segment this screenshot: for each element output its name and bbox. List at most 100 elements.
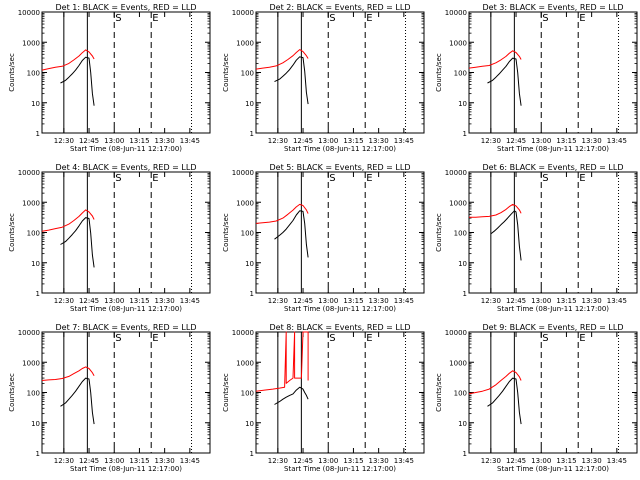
- y-tick-label: 10000: [18, 329, 40, 337]
- chart-panel-8: Det 8: BLACK = Events, RED = LLD Counts/s…: [222, 323, 425, 473]
- x-tick-label: 13:30: [582, 297, 602, 305]
- x-tick-label: 12:45: [293, 457, 313, 465]
- lld-series-line: [468, 50, 522, 69]
- y-tick-label: 10000: [445, 329, 467, 337]
- x-tick-label: 13:45: [394, 457, 414, 465]
- x-tick-label: 13:30: [582, 457, 602, 465]
- x-tick-label: 13:00: [104, 457, 124, 465]
- x-tick-label: 13:45: [607, 137, 627, 145]
- x-tick-label: 13:45: [607, 297, 627, 305]
- plot-frame: [255, 11, 425, 134]
- y-tick-label: 1: [36, 450, 40, 458]
- chart-panel-1: Det 1: BLACK = Events, RED = LLD Counts/s…: [8, 3, 211, 153]
- marker-letter-E: E: [579, 13, 585, 24]
- chart-panel-4: Det 4: BLACK = Events, RED = LLD Counts/s…: [8, 163, 211, 313]
- x-tick-label: 13:30: [155, 457, 175, 465]
- x-tick-label: 13:45: [394, 137, 414, 145]
- y-tick-label: 10: [31, 100, 40, 108]
- y-tick-label: 10000: [18, 169, 40, 177]
- chart-panel-5: Det 5: BLACK = Events, RED = LLD Counts/s…: [222, 163, 425, 313]
- y-axis-label: Counts/sec: [435, 373, 443, 412]
- chart-title: Det 5: BLACK = Events, RED = LLD: [270, 163, 411, 172]
- marker-letter-S: S: [329, 13, 335, 24]
- lld-series-line: [469, 203, 522, 218]
- x-tick-label: 13:15: [129, 457, 149, 465]
- marker-letter-E: E: [366, 173, 372, 184]
- y-tick-label: 1000: [236, 39, 254, 47]
- y-tick-label: 10: [245, 260, 254, 268]
- chart-title: Det 4: BLACK = Events, RED = LLD: [56, 163, 197, 172]
- x-tick-label: 13:45: [180, 457, 200, 465]
- chart-title: Det 7: BLACK = Events, RED = LLD: [56, 323, 197, 332]
- chart-panel-9: Det 9: BLACK = Events, RED = LLD Counts/s…: [435, 323, 638, 473]
- x-tick-label: 12:30: [268, 297, 288, 305]
- y-tick-label: 1000: [22, 359, 40, 367]
- x-tick-label: 12:45: [506, 457, 526, 465]
- y-tick-label: 1000: [22, 199, 40, 207]
- x-tick-label: 13:45: [394, 297, 414, 305]
- events-series-line: [60, 217, 95, 268]
- plot-frame: [41, 331, 211, 454]
- x-tick-label: 13:00: [531, 137, 551, 145]
- marker-letter-E: E: [152, 173, 158, 184]
- y-tick-label: 10000: [445, 9, 467, 17]
- y-tick-label: 10000: [232, 329, 254, 337]
- y-tick-label: 100: [27, 70, 40, 78]
- y-tick-label: 10: [31, 420, 40, 428]
- lld-series-line: [255, 203, 309, 224]
- chart-title: Det 3: BLACK = Events, RED = LLD: [483, 3, 624, 12]
- x-tick-label: 13:30: [369, 297, 389, 305]
- x-tick-label: 12:45: [79, 137, 99, 145]
- x-tick-label: 13:15: [343, 297, 363, 305]
- marker-letter-S: S: [542, 173, 548, 184]
- y-tick-label: 100: [241, 390, 254, 398]
- marker-letter-S: S: [115, 173, 121, 184]
- x-tick-label: 13:30: [369, 457, 389, 465]
- x-tick-label: 13:15: [556, 137, 576, 145]
- x-axis-label: Start Time (08-Jun-11 12:17:00): [70, 305, 182, 313]
- y-tick-label: 10000: [445, 169, 467, 177]
- y-tick-label: 1000: [236, 359, 254, 367]
- marker-letter-S: S: [115, 333, 121, 344]
- events-series-line: [274, 210, 309, 258]
- marker-letter-E: E: [366, 333, 372, 344]
- x-axis-label: Start Time (08-Jun-11 12:17:00): [284, 145, 396, 153]
- x-tick-label: 13:15: [556, 297, 576, 305]
- y-tick-label: 10000: [232, 169, 254, 177]
- x-tick-label: 12:30: [481, 457, 501, 465]
- x-axis-label: Start Time (08-Jun-11 12:17:00): [70, 145, 182, 153]
- x-tick-label: 12:30: [54, 457, 74, 465]
- x-tick-label: 12:30: [481, 137, 501, 145]
- y-tick-label: 10: [245, 420, 254, 428]
- y-tick-label: 10: [245, 100, 254, 108]
- marker-letter-E: E: [152, 333, 158, 344]
- y-tick-label: 1000: [449, 199, 467, 207]
- chart-title: Det 1: BLACK = Events, RED = LLD: [56, 3, 197, 12]
- x-tick-label: 12:30: [268, 137, 288, 145]
- y-tick-label: 100: [454, 230, 467, 238]
- y-tick-label: 100: [241, 70, 254, 78]
- x-axis-label: Start Time (08-Jun-11 12:17:00): [70, 465, 182, 473]
- events-series-line: [487, 377, 522, 425]
- y-tick-label: 100: [241, 230, 254, 238]
- y-tick-label: 10: [458, 100, 467, 108]
- marker-letter-S: S: [329, 333, 335, 344]
- y-tick-label: 1000: [449, 359, 467, 367]
- x-tick-label: 12:45: [506, 137, 526, 145]
- chart-title: Det 9: BLACK = Events, RED = LLD: [483, 323, 624, 332]
- plot-frame: [41, 171, 211, 294]
- marker-letter-S: S: [329, 173, 335, 184]
- plot-frame: [255, 331, 425, 454]
- x-tick-label: 13:15: [343, 457, 363, 465]
- marker-letter-E: E: [366, 13, 372, 24]
- x-axis-label: Start Time (08-Jun-11 12:17:00): [497, 305, 609, 313]
- y-axis-label: Counts/sec: [8, 373, 16, 412]
- x-tick-label: 13:30: [155, 137, 175, 145]
- marker-letter-S: S: [542, 333, 548, 344]
- marker-letter-E: E: [152, 13, 158, 24]
- lld-series-line: [255, 331, 309, 392]
- x-tick-label: 13:00: [531, 297, 551, 305]
- y-axis-label: Counts/sec: [222, 53, 230, 92]
- events-series-line: [274, 386, 309, 405]
- y-tick-label: 1000: [449, 39, 467, 47]
